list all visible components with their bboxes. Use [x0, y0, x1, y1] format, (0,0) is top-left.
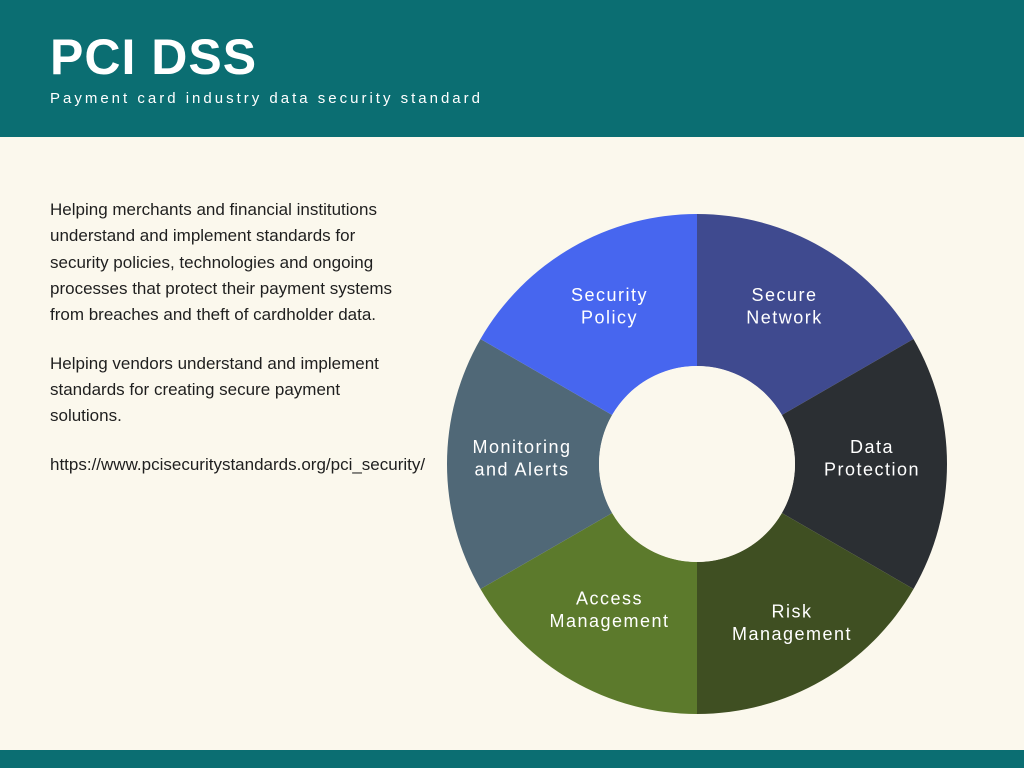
footer-bar: [0, 750, 1024, 768]
header: PCI DSS Payment card industry data secur…: [0, 0, 1024, 137]
page-subtitle: Payment card industry data security stan…: [50, 90, 974, 107]
chart-column: SecureNetworkDataProtectionRiskManagemen…: [400, 197, 994, 730]
description-paragraph: Helping merchants and financial institut…: [50, 197, 400, 329]
donut-chart: SecureNetworkDataProtectionRiskManagemen…: [437, 204, 957, 724]
description-column: Helping merchants and financial institut…: [50, 197, 400, 730]
description-paragraph: Helping vendors understand and implement…: [50, 351, 400, 430]
description-url: https://www.pcisecuritystandards.org/pci…: [50, 452, 400, 478]
page-title: PCI DSS: [50, 28, 974, 86]
page: PCI DSS Payment card industry data secur…: [0, 0, 1024, 768]
main-content: Helping merchants and financial institut…: [0, 137, 1024, 750]
donut-svg: SecureNetworkDataProtectionRiskManagemen…: [437, 204, 957, 724]
donut-center: [599, 366, 795, 562]
